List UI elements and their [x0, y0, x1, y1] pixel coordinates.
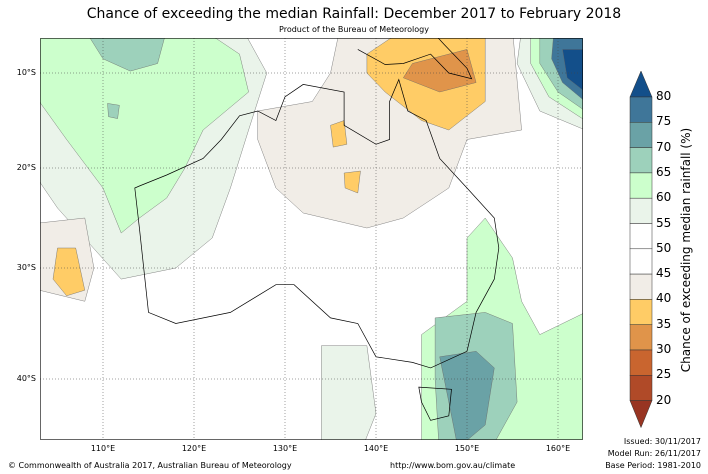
- colorbar-tick: 80: [656, 89, 672, 103]
- colorbar-segment: [629, 299, 653, 325]
- model-run-date: Model Run: 26/11/2017: [607, 449, 701, 458]
- region-teal-small: [107, 103, 120, 119]
- coastline: [134, 38, 500, 421]
- lon-label: 150°E: [454, 444, 480, 453]
- colorbar-tick: 20: [656, 392, 672, 407]
- region-teal-70: [89, 38, 165, 72]
- rainfall-map: [40, 38, 583, 440]
- colorbar-segment: [629, 172, 653, 199]
- region-orange-west: [52, 247, 86, 297]
- lat-label: 30°S: [16, 263, 36, 272]
- colorbar-segment: [629, 197, 653, 224]
- colorbar-extend-bottom: [629, 400, 653, 429]
- colorbar-segment: [629, 375, 653, 401]
- map-title: Chance of exceeding the median Rainfall:…: [86, 6, 622, 22]
- coastline-new-guinea: [357, 38, 473, 80]
- lat-label: 10°S: [16, 68, 36, 77]
- lon-label: 120°E: [181, 444, 207, 453]
- colorbar-tick: 30: [656, 342, 672, 356]
- lon-label: 130°E: [272, 444, 298, 453]
- lat-label: 40°S: [16, 374, 36, 383]
- colorbar-tick: 35: [656, 316, 672, 331]
- graticule: [40, 38, 583, 440]
- colorbar-segment: [629, 324, 653, 351]
- colorbar-segment: [629, 223, 653, 250]
- map-frame: [40, 38, 583, 440]
- lon-label: 140°E: [363, 444, 389, 453]
- colorbar-tick: 50: [656, 240, 672, 255]
- colorbar-segment: [629, 349, 653, 376]
- region-light-green-south: [321, 345, 377, 440]
- lat-label: 20°S: [16, 163, 36, 172]
- colorbar: [629, 70, 653, 429]
- colorbar-segment: [629, 147, 653, 174]
- base-period: Base Period: 1981-2010: [605, 461, 701, 470]
- map-subtitle: Product of the Bureau of Meteorology: [279, 25, 429, 34]
- colorbar-tick: 75: [656, 114, 672, 129]
- colorbar-tick: 55: [656, 215, 672, 230]
- source-url[interactable]: http://www.bom.gov.au/climate: [390, 461, 516, 470]
- region-dark-blue-ne: [562, 49, 583, 91]
- lon-label: 110°E: [90, 444, 116, 453]
- colorbar-extend-top: [629, 70, 653, 98]
- colorbar-segment: [629, 96, 653, 123]
- colorbar-segment: [629, 273, 653, 300]
- colorbar-tick: 65: [656, 164, 672, 179]
- region-orange-small-b: [343, 170, 361, 194]
- colorbar-tick: 70: [656, 139, 672, 154]
- region-orange-small-a: [330, 120, 348, 148]
- region-green-60-65: [40, 38, 249, 234]
- probability-regions: [40, 38, 583, 440]
- coastline-australia-mainland: [134, 78, 500, 369]
- colorbar-tick: 60: [656, 190, 672, 205]
- colorbar-title: Chance of exceeding median rainfall (%): [679, 127, 693, 373]
- coastline-tasmania: [418, 386, 452, 421]
- region-orange-30-35-north: [403, 49, 477, 93]
- lon-label: 160°E: [545, 444, 571, 453]
- issued-date: Issued: 30/11/2017: [623, 437, 701, 446]
- colorbar-tick: 25: [656, 367, 672, 382]
- copyright: © Commonwealth of Australia 2017, Austra…: [8, 461, 292, 470]
- colorbar-tick: 45: [656, 266, 672, 281]
- colorbar-tick: 40: [656, 291, 672, 306]
- colorbar-segment: [629, 122, 653, 148]
- colorbar-segment: [629, 248, 653, 275]
